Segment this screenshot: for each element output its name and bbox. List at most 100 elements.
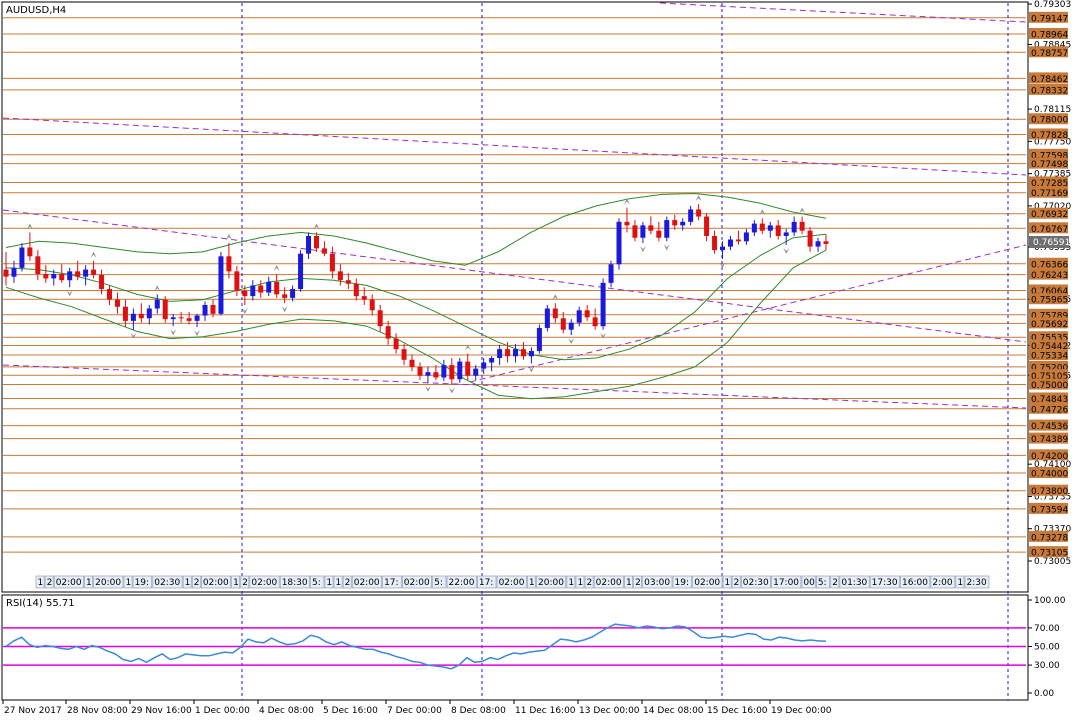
level-tag-bg xyxy=(1029,176,1068,188)
time-tag-bg xyxy=(566,575,576,589)
candle xyxy=(656,221,662,242)
candle-body xyxy=(481,362,487,369)
candle xyxy=(791,216,797,236)
candle xyxy=(433,365,439,381)
time-tag-bg xyxy=(642,575,673,589)
time-tag-label: 02:00 xyxy=(354,578,380,588)
time-tag-bg xyxy=(152,575,183,589)
candle-body xyxy=(218,256,224,314)
time-tag-bg xyxy=(53,575,84,589)
date-tick-label: 28 Nov 08:00 xyxy=(67,706,128,716)
fractal-up xyxy=(225,234,232,241)
level-tag-bg xyxy=(1029,349,1068,361)
time-tag-bg xyxy=(527,575,536,589)
band-lower xyxy=(5,249,827,400)
candle-body xyxy=(11,267,17,277)
fractal-down xyxy=(600,332,607,339)
level-tag-bg xyxy=(1029,467,1068,479)
time-tag-bg xyxy=(839,575,870,589)
candle xyxy=(775,220,781,240)
candle-body xyxy=(815,241,821,247)
candle xyxy=(170,313,176,327)
time-tag-bg xyxy=(401,575,432,589)
level-tag-bg xyxy=(1029,502,1068,514)
candle xyxy=(298,250,304,292)
trend-line xyxy=(659,2,1027,23)
candle-body xyxy=(568,322,574,330)
candle-body xyxy=(361,296,367,300)
candle xyxy=(767,221,773,238)
candle-body xyxy=(672,220,678,226)
time-tag-label: 02:00 xyxy=(56,578,82,588)
candle xyxy=(513,343,519,363)
candle xyxy=(146,304,152,325)
candle xyxy=(672,214,678,230)
candle xyxy=(3,251,9,286)
candle xyxy=(27,232,33,261)
time-tag-bg xyxy=(900,575,931,589)
candle xyxy=(258,280,264,298)
candle-body xyxy=(656,230,662,238)
candle xyxy=(353,278,359,301)
candle xyxy=(497,344,503,366)
candle-body xyxy=(385,326,391,339)
candle xyxy=(704,212,710,242)
price-tick-label: 0.79303 xyxy=(1034,0,1071,10)
candle-body xyxy=(99,274,105,290)
time-tag-bg xyxy=(446,575,477,589)
level-tag-label: 0.75334 xyxy=(1031,352,1068,362)
symbol-label: AUDUSD,H4 xyxy=(6,5,66,16)
date-tick-label: 8 Dec 08:00 xyxy=(451,706,506,716)
price-tick-label: 0.77020 xyxy=(1034,202,1071,212)
candle-body xyxy=(130,313,136,321)
time-tag-bg xyxy=(84,575,93,589)
candle-body xyxy=(242,290,248,297)
candle xyxy=(210,299,216,318)
level-tag-bg xyxy=(1029,284,1068,296)
rsi-panel-frame[interactable] xyxy=(1,594,1029,701)
candle xyxy=(290,285,296,302)
candle-body xyxy=(457,361,463,380)
candle xyxy=(481,358,487,374)
fractal-markers xyxy=(26,195,806,394)
candle-body xyxy=(298,253,304,290)
time-tag-label: 01:30 xyxy=(841,578,867,588)
time-tag-bg xyxy=(816,575,831,589)
level-tag-label: 0.76366 xyxy=(1031,260,1068,270)
date-tick-label: 29 Nov 16:00 xyxy=(131,706,192,716)
level-tag-label: 0.76064 xyxy=(1031,287,1068,297)
time-tag-label: 2 xyxy=(587,578,593,588)
fractal-up xyxy=(313,223,320,230)
candle-body xyxy=(3,269,9,277)
level-tag-label: 0.78964 xyxy=(1031,30,1068,40)
fractal-down xyxy=(130,332,137,339)
main-chart-frame[interactable] xyxy=(1,1,1029,593)
rsi-tick-label: 50.00 xyxy=(1034,643,1060,653)
time-tag-label: 02:00 xyxy=(203,578,229,588)
candle-body xyxy=(807,230,813,247)
candle-body xyxy=(91,269,97,275)
time-tag-bg xyxy=(231,575,241,589)
candle-body xyxy=(226,256,232,272)
date-tick-label: 1 Dec 00:00 xyxy=(195,706,250,716)
candle-body xyxy=(505,349,511,357)
level-tag-bg xyxy=(1029,157,1068,169)
time-tag-label: 20:00 xyxy=(538,578,564,588)
candle-body xyxy=(441,365,447,378)
candle xyxy=(234,266,240,297)
candle-body xyxy=(767,225,773,231)
candle xyxy=(11,260,17,283)
candle-body xyxy=(329,253,335,272)
time-tag-label: 2 xyxy=(832,578,838,588)
level-tag-bg xyxy=(1029,83,1068,95)
fractal-up xyxy=(623,198,630,205)
time-tag-bg xyxy=(496,575,527,589)
candle-body xyxy=(170,317,176,320)
level-tag-label: 0.75535 xyxy=(1031,334,1068,344)
candle-body xyxy=(799,221,805,231)
level-tag-bg xyxy=(1029,186,1068,198)
candle-body xyxy=(186,318,192,321)
time-tag-label: 17:00 xyxy=(773,578,799,588)
candle xyxy=(727,235,733,251)
candle xyxy=(592,308,598,330)
